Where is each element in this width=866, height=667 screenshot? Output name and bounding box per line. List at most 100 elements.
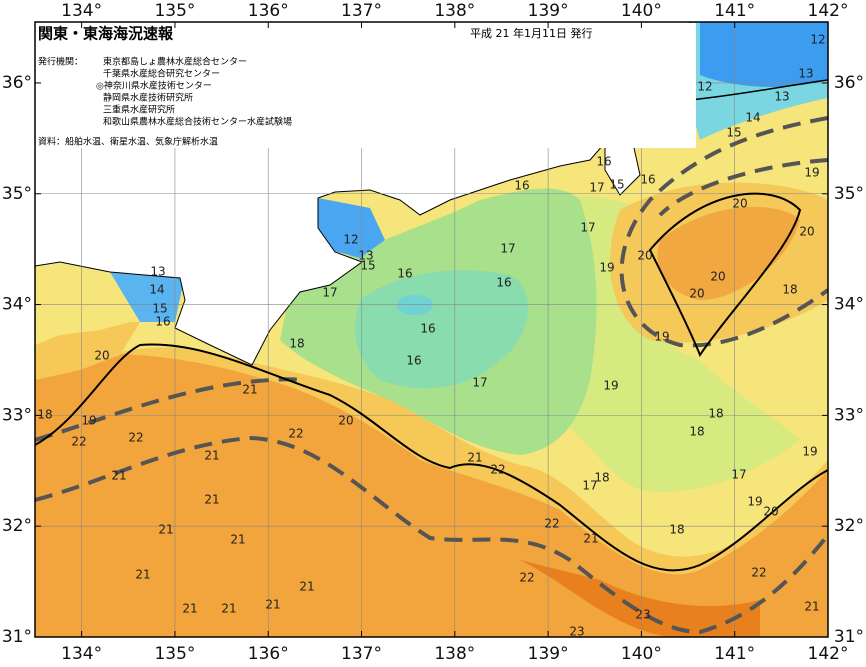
current-edge xyxy=(35,435,828,635)
contour-label: 21 xyxy=(158,523,173,537)
lat-label: 31° xyxy=(834,627,864,647)
contour-label: 12 xyxy=(810,33,825,47)
contour-label: 12 xyxy=(697,80,712,94)
contour-label: 21 xyxy=(804,600,819,614)
contour-label: 22 xyxy=(490,463,505,477)
current-axis xyxy=(35,377,301,442)
contour-label: 21 xyxy=(135,568,150,582)
lon-label: 134° xyxy=(61,1,102,21)
contour-label: 16 xyxy=(406,354,421,368)
contour-label: 18 xyxy=(37,408,52,422)
contour-label: 13 xyxy=(150,265,165,279)
contour-label: 15 xyxy=(360,259,375,273)
contour-label: 18 xyxy=(689,425,704,439)
issue-date: 平成 21 年1月11日 発行 xyxy=(470,26,592,40)
lon-label: 140° xyxy=(621,644,662,664)
lon-label: 135° xyxy=(154,1,195,21)
contour-label: 17 xyxy=(500,242,515,256)
contour-label: 19 xyxy=(804,166,819,180)
contour-label: 13 xyxy=(358,249,373,263)
title: 関東・東海海況速報 xyxy=(38,25,174,43)
water-16 xyxy=(355,270,529,389)
contour-label: 15 xyxy=(152,302,167,316)
contour-label: 17 xyxy=(472,376,487,390)
contour-label: 23 xyxy=(569,625,584,639)
lon-label: 140° xyxy=(621,1,662,21)
contour-label: 17 xyxy=(731,468,746,482)
contour-13 xyxy=(689,79,828,101)
contour-label: 18 xyxy=(594,471,609,485)
contour-label: 20 xyxy=(338,414,353,428)
contour-label: 19 xyxy=(603,379,618,393)
contour-label: 21 xyxy=(221,602,236,616)
lon-label: 138° xyxy=(434,1,475,21)
lat-label: 34° xyxy=(834,295,864,315)
eddy-core xyxy=(657,206,800,300)
lat-label: 32° xyxy=(2,516,32,536)
contour-label: 16 xyxy=(155,315,170,329)
cold-water-core xyxy=(700,22,828,87)
issuer: 静岡県水産技術研究所 xyxy=(103,92,193,104)
lat-label: 35° xyxy=(834,184,864,204)
issuer-label: 発行機関： xyxy=(38,56,83,68)
ise-bay xyxy=(318,198,385,258)
lon-label: 139° xyxy=(528,644,569,664)
contour-label: 21 xyxy=(182,602,197,616)
contour-label: 16 xyxy=(596,155,611,169)
contour-label: 19 xyxy=(747,495,762,509)
contour-label: 18 xyxy=(669,523,684,537)
contour-label: 13 xyxy=(798,67,813,81)
source: 資料：船舶水温、衛星水温、気象庁解析水温 xyxy=(38,136,218,148)
eddy-edge-inner xyxy=(658,158,828,217)
contour-label: 17 xyxy=(580,221,595,235)
contour-label: 12 xyxy=(343,233,358,247)
osaka-bay xyxy=(110,272,185,322)
issuer: ◎神奈川県水産技術センター xyxy=(96,80,212,92)
contour-label: 20 xyxy=(799,225,814,239)
contour-label: 21 xyxy=(583,532,598,546)
lat-label: 35° xyxy=(2,184,32,204)
lon-label: 139° xyxy=(528,1,569,21)
contour-label: 16 xyxy=(514,179,529,193)
contour-label: 16 xyxy=(496,276,511,290)
contour-label: 21 xyxy=(467,451,482,465)
contour-label: 17 xyxy=(589,181,604,195)
lat-label: 33° xyxy=(834,405,864,425)
contour-label: 21 xyxy=(299,580,314,594)
map-frame xyxy=(34,21,829,638)
contour-label: 21 xyxy=(111,469,126,483)
contour-label: 20 xyxy=(94,349,109,363)
contour-label: 20 xyxy=(710,270,725,284)
contour-label: 16 xyxy=(640,173,655,187)
contour-label: 22 xyxy=(519,571,534,585)
header-box xyxy=(36,23,696,148)
contour-label: 20 xyxy=(732,197,747,211)
lon-label: 136° xyxy=(248,1,289,21)
contour-label: 15 xyxy=(726,126,741,140)
contour-label: 22 xyxy=(288,427,303,441)
lat-label: 36° xyxy=(2,73,32,93)
contour-label: 22 xyxy=(751,566,766,580)
lon-label: 142° xyxy=(808,644,849,664)
contour-label: 20 xyxy=(763,505,778,519)
contour-label: 18 xyxy=(708,407,723,421)
lat-label: 33° xyxy=(2,405,32,425)
contour-label: 22 xyxy=(544,517,559,531)
water-23 xyxy=(520,560,760,637)
lat-label: 36° xyxy=(834,73,864,93)
contour-label: 14 xyxy=(149,283,164,297)
contour-label: 16 xyxy=(397,267,412,281)
contour-label: 19 xyxy=(802,445,817,459)
water-15 xyxy=(397,295,433,315)
contour-label: 21 xyxy=(230,533,245,547)
coastal-water xyxy=(35,322,140,380)
contour-label: 14 xyxy=(745,111,760,125)
contour-label: 21 xyxy=(265,598,280,612)
contour-label: 21 xyxy=(242,383,257,397)
contour-label: 20 xyxy=(689,287,704,301)
contour-label: 13 xyxy=(774,90,789,104)
lat-label: 32° xyxy=(834,516,864,536)
contour-label: 22 xyxy=(71,435,86,449)
